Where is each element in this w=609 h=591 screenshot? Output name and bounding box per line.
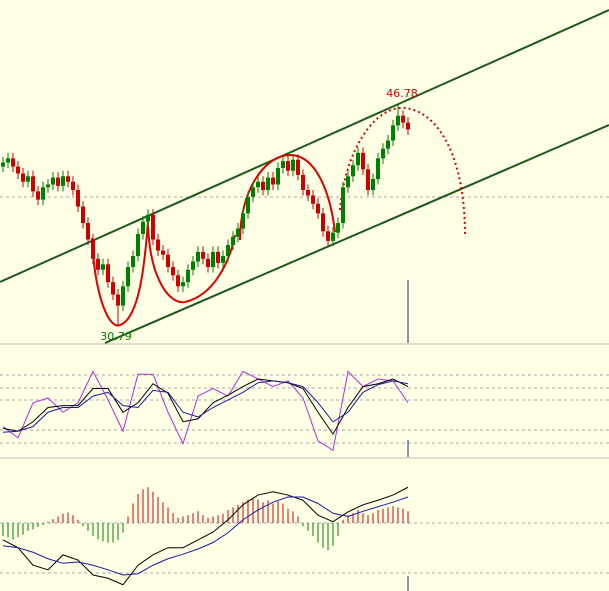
candle-body (111, 282, 115, 295)
candle-body (386, 140, 390, 149)
candle-body (81, 206, 85, 224)
candle-body (246, 196, 250, 214)
candle-body (56, 177, 60, 186)
low-label: 30.79 (100, 330, 132, 343)
indicator-line (2, 486, 409, 586)
candle-body (271, 177, 275, 185)
candle-body (226, 245, 230, 257)
candle-body (11, 158, 15, 167)
candle-body (326, 231, 330, 241)
candle-body (121, 286, 125, 306)
candle-body (381, 148, 385, 159)
candle-body (321, 213, 325, 232)
candle-body (61, 176, 65, 186)
candle-body (341, 187, 345, 224)
candle-body (131, 256, 135, 268)
candle-body (296, 159, 300, 175)
candle-body (241, 213, 245, 229)
candle-body (151, 214, 155, 240)
candle-body (201, 251, 205, 259)
candle-body (76, 190, 80, 207)
candle-body (231, 236, 235, 246)
pattern-arc (91, 221, 149, 327)
candle-body (316, 203, 320, 214)
candle-body (261, 181, 265, 191)
candle-body (186, 269, 190, 283)
candle-body (196, 251, 200, 262)
pattern-arc (147, 224, 236, 304)
candle-body (291, 159, 295, 171)
candle-body (6, 158, 10, 163)
candle-body (126, 267, 130, 287)
candle-body (376, 158, 380, 179)
candle-body (301, 174, 305, 191)
candle-body (236, 228, 240, 237)
candle-body (141, 221, 145, 235)
candle-body (96, 258, 100, 270)
candle-body (41, 187, 45, 200)
indicator-line (2, 378, 409, 436)
channel-line (104, 124, 609, 344)
candle-body (276, 167, 280, 185)
candle-body (86, 223, 90, 240)
candle-body (31, 176, 35, 192)
candle-body (26, 176, 30, 182)
candle-body (71, 181, 75, 191)
candle-body (66, 176, 70, 182)
candle-body (191, 261, 195, 270)
pattern-arc (339, 106, 466, 236)
candle-body (406, 122, 410, 130)
candle-body (401, 115, 405, 123)
candle-body (1, 162, 5, 167)
candle-body (361, 152, 365, 170)
candle-body (356, 152, 360, 166)
candle-body (166, 254, 170, 268)
candle-body (216, 251, 220, 263)
candle-body (16, 166, 20, 174)
candle-body (116, 294, 120, 306)
candle-body (51, 177, 55, 185)
candle-body (266, 177, 270, 191)
candle-body (221, 256, 225, 263)
candle-body (391, 125, 395, 141)
candle-body (106, 264, 110, 283)
candle-body (396, 115, 400, 126)
candle-body (91, 239, 95, 259)
candle-body (311, 195, 315, 204)
candle-body (21, 173, 25, 182)
candle-body (36, 191, 40, 200)
candle-body (366, 169, 370, 191)
candle-body (331, 232, 335, 241)
candle-body (206, 258, 210, 268)
candle-body (161, 250, 165, 255)
high-label: 46.78 (386, 87, 418, 100)
candle-body (371, 178, 375, 191)
candle-body (211, 251, 215, 268)
candle-body (176, 275, 180, 287)
candle-body (306, 190, 310, 196)
candle-body (336, 223, 340, 233)
candle-body (136, 234, 140, 257)
candle-body (346, 176, 350, 188)
candle-body (46, 184, 50, 188)
candle-body (101, 264, 105, 270)
candle-body (171, 267, 175, 276)
candle-body (256, 181, 260, 188)
candle-body (156, 239, 160, 251)
candle-body (286, 161, 290, 171)
indicator-line (2, 380, 409, 433)
candle-body (351, 165, 355, 177)
channel-line (0, 9, 609, 283)
decor (0, 9, 609, 591)
indicator-line (2, 496, 409, 576)
candle-body (181, 282, 185, 287)
candle-body (281, 161, 285, 168)
candle-body (146, 214, 150, 222)
candle-body (251, 187, 255, 197)
